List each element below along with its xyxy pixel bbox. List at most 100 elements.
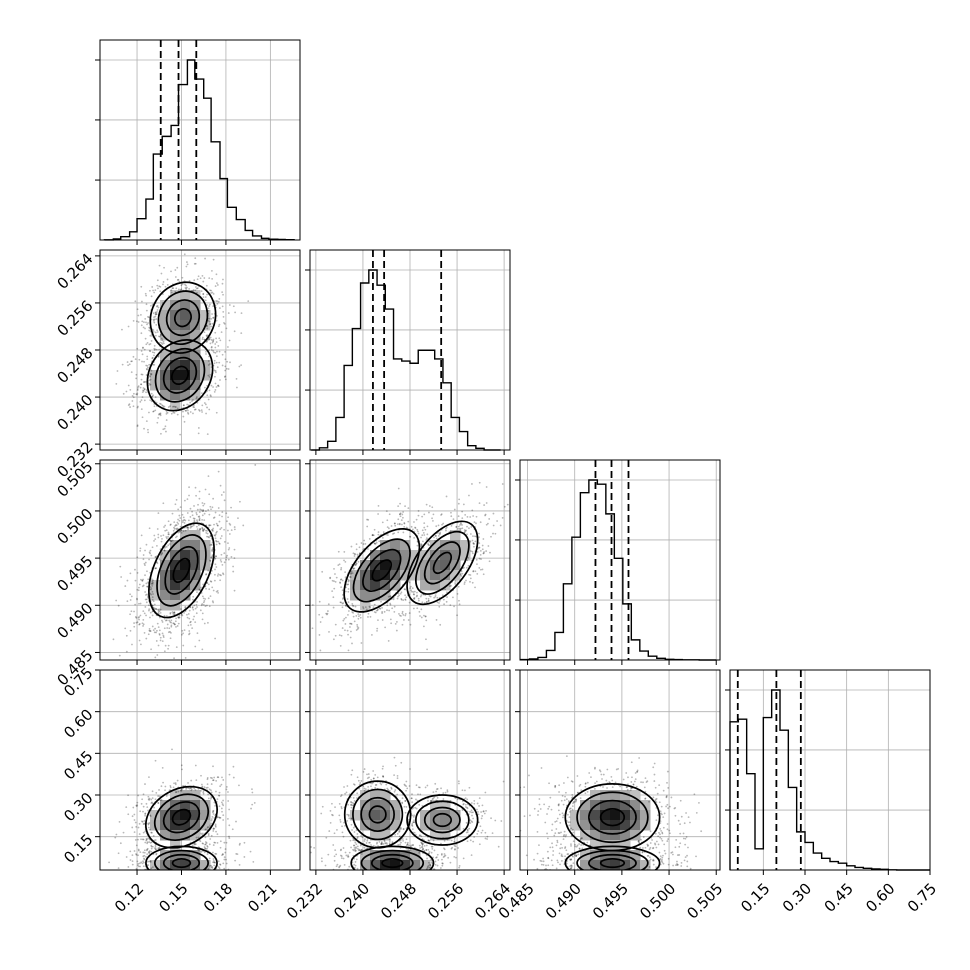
- sample-point: [615, 768, 618, 771]
- sample-point: [338, 865, 341, 868]
- sample-point: [190, 788, 193, 791]
- sample-point: [573, 854, 576, 857]
- sample-point: [152, 394, 155, 397]
- sample-point: [222, 572, 224, 575]
- sample-point: [427, 864, 430, 867]
- sample-point: [334, 849, 337, 852]
- sample-point: [626, 786, 628, 789]
- sample-point: [381, 536, 384, 539]
- sample-point: [425, 638, 427, 641]
- density-cell: [190, 390, 201, 401]
- sample-point: [197, 515, 200, 518]
- sample-point: [343, 617, 346, 620]
- sample-point: [217, 470, 220, 473]
- sample-point: [156, 331, 159, 333]
- sample-point: [167, 544, 170, 547]
- sample-point: [485, 809, 487, 812]
- density-cell: [620, 810, 631, 821]
- sample-point: [383, 839, 386, 842]
- sample-point: [648, 856, 651, 859]
- sample-point: [438, 605, 441, 608]
- tick-label-y: 0.30: [60, 789, 96, 825]
- sample-point: [403, 522, 406, 525]
- sample-point: [178, 280, 181, 283]
- sample-point: [166, 876, 168, 878]
- density-cell: [160, 550, 171, 561]
- sample-point: [219, 484, 222, 487]
- sample-point: [598, 877, 600, 879]
- density-cell: [410, 860, 421, 870]
- sample-point: [140, 383, 143, 386]
- sample-point: [149, 378, 152, 381]
- sample-point: [399, 614, 401, 617]
- sample-point: [478, 567, 481, 569]
- sample-point: [219, 559, 222, 561]
- sample-point: [197, 275, 200, 278]
- sample-point: [380, 783, 383, 786]
- sample-point: [331, 590, 334, 593]
- sample-point: [630, 761, 633, 764]
- sample-point: [199, 508, 202, 511]
- sample-point: [421, 529, 424, 532]
- sample-point: [161, 621, 164, 623]
- sample-point: [552, 850, 555, 852]
- sample-point: [207, 364, 210, 366]
- sample-point: [604, 882, 606, 884]
- sample-point: [637, 840, 640, 843]
- sample-point: [169, 611, 172, 614]
- sample-point: [209, 580, 212, 583]
- sample-point: [192, 595, 195, 598]
- sample-point: [366, 773, 368, 776]
- sample-point: [388, 842, 391, 845]
- sample-point: [370, 785, 372, 788]
- sample-point: [347, 588, 350, 590]
- sample-point: [211, 313, 213, 315]
- sample-point: [354, 841, 357, 844]
- sample-point: [212, 827, 215, 830]
- sample-point: [425, 601, 428, 604]
- sample-point: [341, 606, 344, 609]
- sample-point: [167, 631, 170, 634]
- sample-point: [472, 542, 475, 544]
- sample-point: [430, 800, 433, 803]
- sample-point: [416, 881, 418, 883]
- sample-point: [200, 509, 203, 511]
- sample-point: [637, 878, 639, 880]
- sample-point: [424, 786, 427, 789]
- sample-point: [382, 765, 384, 768]
- sample-point: [217, 325, 220, 328]
- sample-point: [204, 386, 206, 389]
- sample-point: [192, 618, 195, 621]
- density-cell: [450, 540, 461, 551]
- sample-point: [570, 865, 573, 868]
- sample-point: [410, 589, 413, 592]
- sample-point: [192, 598, 194, 601]
- sample-point: [204, 875, 206, 877]
- sample-point: [331, 802, 333, 805]
- sample-point: [654, 832, 657, 835]
- sample-point: [158, 847, 161, 849]
- sample-point: [481, 815, 484, 817]
- sample-point: [190, 525, 193, 528]
- sample-point: [189, 787, 192, 789]
- sample-point: [392, 886, 394, 888]
- density-cell: [570, 820, 581, 831]
- sample-point: [144, 292, 147, 295]
- sample-point: [216, 524, 219, 527]
- sample-point: [359, 844, 362, 847]
- sample-point: [200, 832, 203, 835]
- sample-point: [649, 830, 652, 833]
- sample-point: [191, 606, 194, 608]
- sample-point: [580, 844, 583, 846]
- sample-point: [200, 774, 202, 777]
- sample-point: [468, 527, 470, 530]
- sample-point: [444, 854, 447, 857]
- sample-point: [438, 533, 441, 535]
- sample-point: [170, 619, 173, 622]
- sample-point: [171, 880, 173, 882]
- panel-frame: [99, 39, 301, 241]
- sample-point: [134, 568, 136, 571]
- sample-point: [609, 879, 611, 881]
- sample-point: [667, 807, 669, 810]
- sample-point: [193, 517, 196, 520]
